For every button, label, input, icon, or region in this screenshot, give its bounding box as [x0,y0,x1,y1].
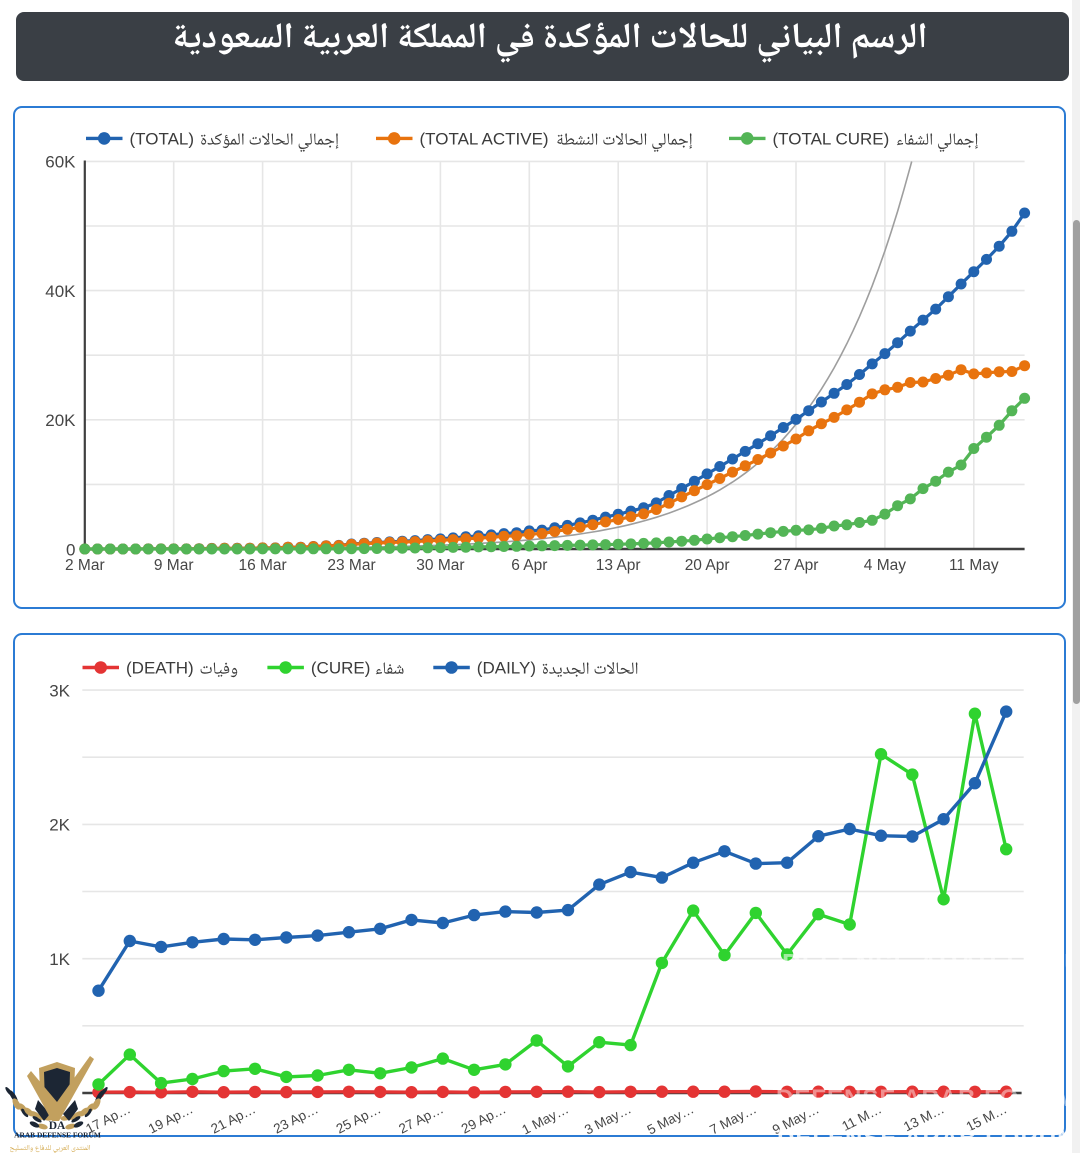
svg-text:60K: 60K [45,153,76,172]
svg-text:16 Mar: 16 Mar [238,557,286,574]
svg-text:29 Ap…: 29 Ap… [459,1101,509,1136]
svg-text:20K: 20K [45,411,76,430]
svg-text:23 Mar: 23 Mar [327,557,375,574]
svg-text:25 Ap…: 25 Ap… [334,1101,384,1136]
svg-text:DEFENSE ARAB FORUM: DEFENSE ARAB FORUM [776,1085,1077,1112]
svg-text:(CURE): (CURE) [311,659,371,678]
svg-text:1 May…: 1 May… [519,1101,571,1137]
svg-text:19 Ap…: 19 Ap… [146,1101,196,1136]
svg-text:(TOTAL): (TOTAL) [130,130,195,149]
svg-text:21 Ap…: 21 Ap… [208,1101,258,1136]
svg-text:23 Ap…: 23 Ap… [271,1101,321,1136]
svg-text:(TOTAL ACTIVE): (TOTAL ACTIVE) [420,130,549,149]
svg-text:40K: 40K [45,282,76,301]
svg-text:(TOTAL CURE): (TOTAL CURE) [773,130,890,149]
svg-text:DEFENSE ARAB FORUM: DEFENSE ARAB FORUM [777,1125,1078,1152]
svg-text:2K: 2K [49,816,70,835]
svg-text:3 May…: 3 May… [582,1101,634,1137]
svg-text:(DEATH): (DEATH) [126,659,194,678]
svg-text:13 Apr: 13 Apr [596,557,641,574]
svg-text:DEFENSE ARAB FORUM: DEFENSE ARAB FORUM [782,948,1080,978]
svg-text:20 Apr: 20 Apr [685,557,730,574]
svg-text:7 May…: 7 May… [707,1101,759,1137]
svg-text:30 Mar: 30 Mar [416,557,464,574]
svg-text:(DAILY): (DAILY) [477,659,536,678]
svg-text:27 Apr: 27 Apr [774,557,819,574]
svg-text:6 Apr: 6 Apr [511,557,547,574]
svg-text:4 May: 4 May [864,557,906,574]
svg-text:ARAB DEFENSE FORUM: ARAB DEFENSE FORUM [14,1131,101,1140]
svg-text:11 May: 11 May [949,557,999,574]
svg-text:2 Mar: 2 Mar [65,557,105,574]
svg-text:5 May…: 5 May… [645,1101,697,1137]
svg-text:0: 0 [66,540,75,559]
svg-text:27 Ap…: 27 Ap… [396,1101,446,1136]
svg-text:1K: 1K [49,950,70,969]
svg-text:DA: DA [49,1120,66,1132]
svg-text:9 Mar: 9 Mar [154,557,194,574]
svg-text:3K: 3K [49,681,70,700]
